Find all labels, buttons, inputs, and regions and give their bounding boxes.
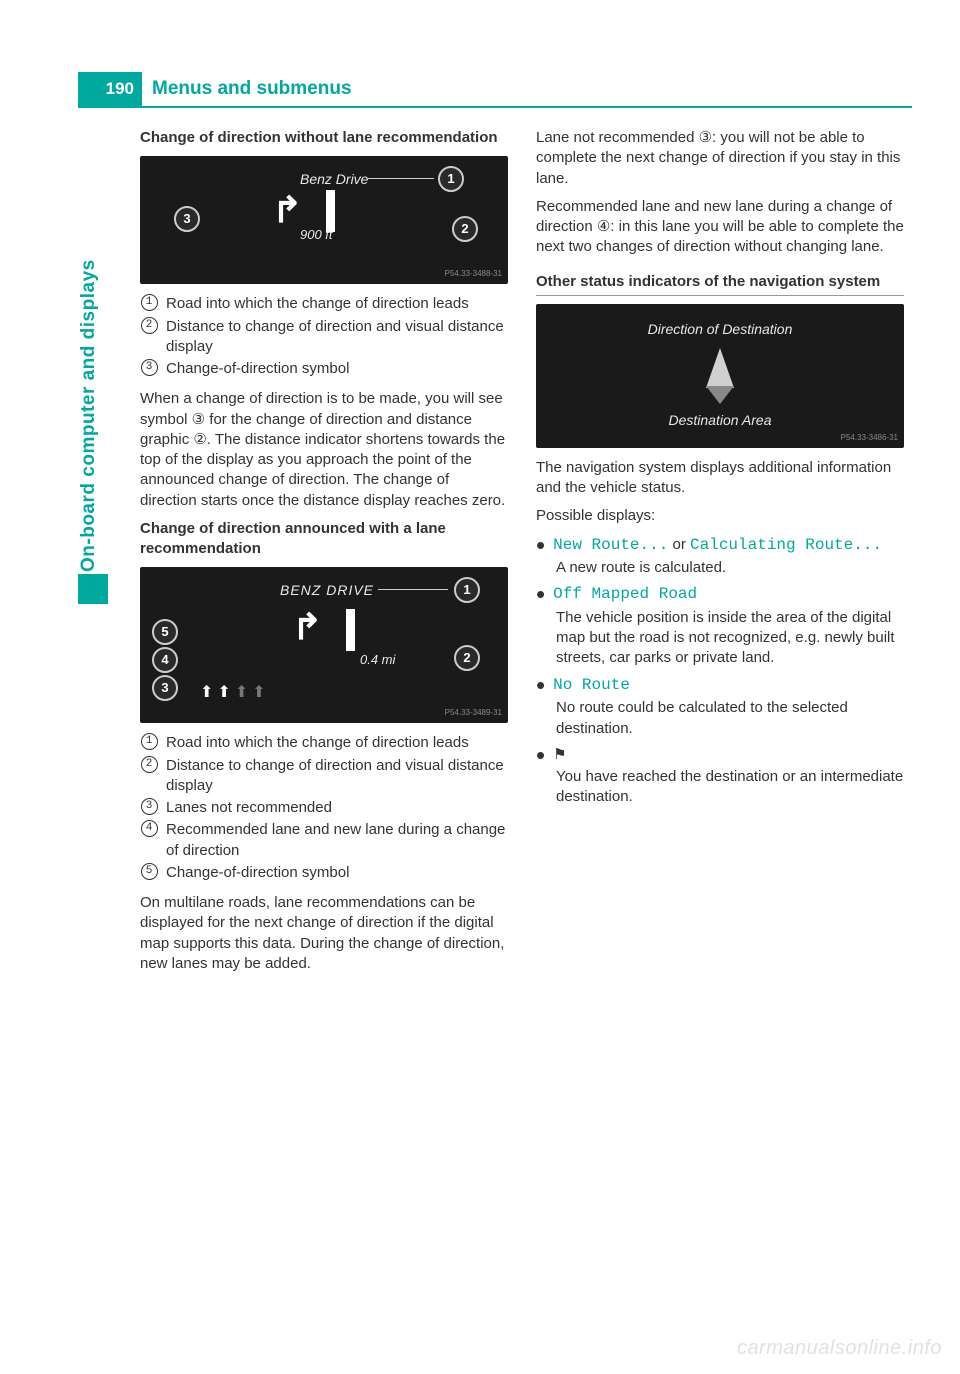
compass-needle-icon <box>706 348 734 388</box>
bullet-sub: The vehicle position is inside the area … <box>556 608 904 669</box>
legend-item: 5 Change-of-direction symbol <box>140 863 508 883</box>
fig1-leader-1 <box>368 178 434 179</box>
side-tab-block <box>78 574 108 604</box>
fig2-callout-2: 2 <box>454 645 480 671</box>
bullet-sub: No route could be calculated to the sele… <box>556 698 904 739</box>
fig2-callout-4: 4 <box>152 647 178 673</box>
legend-item: 2 Distance to change of direction and vis… <box>140 317 508 358</box>
fig2-callout-1: 1 <box>454 577 480 603</box>
flag-icon: ⚑ <box>553 746 566 763</box>
legend-num: 1 <box>141 294 158 311</box>
legend-num: 3 <box>141 798 158 815</box>
display-code: New Route... <box>553 536 668 554</box>
side-tab-label: On-board computer and displays <box>78 202 100 572</box>
figure-nav-status: Direction of Destination Destination Are… <box>536 304 904 448</box>
legend-item: 2 Distance to change of direction and vis… <box>140 756 508 797</box>
legend-text: Change-of-direction symbol <box>166 863 349 883</box>
legend-text: Distance to change of direction and visu… <box>166 317 508 358</box>
bullet-item: • ⚑ <box>536 745 904 765</box>
left-column: Change of direction without lane recomme… <box>140 128 508 982</box>
bullet-dot-icon: • <box>536 746 545 765</box>
display-code-2: Calculating Route... <box>690 536 882 554</box>
fig1-road-label: Benz Drive <box>300 170 368 189</box>
legend-item: 4 Recommended lane and new lane during a … <box>140 820 508 861</box>
legend-num: 2 <box>141 317 158 334</box>
display-mid: or <box>668 536 690 553</box>
subhead-other-status: Other status indicators of the navigatio… <box>536 272 904 296</box>
legend-num: 3 <box>141 359 158 376</box>
page-header: 190 Menus and submenus <box>0 72 960 106</box>
display-code: Off Mapped Road <box>553 585 697 603</box>
legend-item: 1 Road into which the change of direction… <box>140 733 508 753</box>
bullet-dot-icon: • <box>536 536 545 557</box>
legend-text: Change-of-direction symbol <box>166 359 349 379</box>
right-column: Lane not recommended ③: you will not be … <box>536 128 904 982</box>
display-code: No Route <box>553 676 630 694</box>
bullet-item: • No Route <box>536 675 904 697</box>
legend-item: 3 Lanes not recommended <box>140 798 508 818</box>
figure-direction-with-lane: BENZ DRIVE 1 2 3 4 5 ↱ 0.4 mi ⬆⬆ ⬆⬆ P54.… <box>140 567 508 723</box>
bullet-sub: A new route is calculated. <box>556 558 904 578</box>
fig1-legend: 1 Road into which the change of direction… <box>140 294 508 379</box>
header-title: Menus and submenus <box>142 72 960 106</box>
content-columns: Change of direction without lane recomme… <box>0 108 960 982</box>
bullet-dot-icon: • <box>536 585 545 606</box>
para-possible-displays: Possible displays: <box>536 506 904 526</box>
legend-text: Lanes not recommended <box>166 798 332 818</box>
page-number: 190 <box>78 72 142 106</box>
fig1-callout-3: 3 <box>174 206 200 232</box>
fig2-distance: 0.4 mi <box>360 651 395 669</box>
fig2-callout-5: 5 <box>152 619 178 645</box>
fig2-bar-icon <box>346 609 355 651</box>
watermark: carmanualsonline.info <box>737 1337 942 1360</box>
fig3-corner-id: P54.33-3486-31 <box>841 433 898 444</box>
legend-item: 1 Road into which the change of direction… <box>140 294 508 314</box>
fig1-callout-1: 1 <box>438 166 464 192</box>
subhead-change-no-lane: Change of direction without lane recomme… <box>140 128 508 148</box>
legend-text: Distance to change of direction and visu… <box>166 756 508 797</box>
side-tab: On-board computer and displays <box>78 202 108 597</box>
para-recommended-lane: Recommended lane and new lane during a c… <box>536 197 904 258</box>
legend-item: 3 Change-of-direction symbol <box>140 359 508 379</box>
fig3-top-label: Direction of Destination <box>536 320 904 339</box>
fig2-lane-icons: ⬆⬆ ⬆⬆ <box>200 682 266 704</box>
fig1-corner-id: P54.33-3488-31 <box>445 269 502 280</box>
fig2-callout-3: 3 <box>152 675 178 701</box>
fig2-arrow-icon: ↱ <box>292 603 322 652</box>
legend-text: Recommended lane and new lane during a c… <box>166 820 508 861</box>
fig2-corner-id: P54.33-3489-31 <box>445 708 502 719</box>
bullet-item: • Off Mapped Road <box>536 584 904 606</box>
compass-needle-bottom-icon <box>706 386 734 404</box>
legend-num: 2 <box>141 756 158 773</box>
legend-num: 1 <box>141 733 158 750</box>
fig2-legend: 1 Road into which the change of direction… <box>140 733 508 883</box>
para-multilane: On multilane roads, lane recommendations… <box>140 893 508 974</box>
legend-num: 5 <box>141 863 158 880</box>
para-nav-info: The navigation system displays additiona… <box>536 458 904 499</box>
subhead-change-with-lane: Change of direction announced with a lan… <box>140 519 508 560</box>
legend-text: Road into which the change of direction … <box>166 733 469 753</box>
fig1-distance: 900 ft <box>300 226 333 244</box>
para-lane-not-recommended: Lane not recommended ③: you will not be … <box>536 128 904 189</box>
fig3-bottom-label: Destination Area <box>536 411 904 430</box>
fig2-leader-1 <box>378 589 448 590</box>
figure-direction-no-lane: Benz Drive 1 2 3 ↱ 900 ft P54.33-3488-31 <box>140 156 508 284</box>
bullet-item: • New Route... or Calculating Route... <box>536 535 904 557</box>
fig1-callout-2: 2 <box>452 216 478 242</box>
fig2-road-label: BENZ DRIVE <box>280 581 374 600</box>
bullet-dot-icon: • <box>536 676 545 697</box>
legend-text: Road into which the change of direction … <box>166 294 469 314</box>
para-change-description: When a change of direction is to be made… <box>140 389 508 511</box>
legend-num: 4 <box>141 820 158 837</box>
bullet-sub: You have reached the destination or an i… <box>556 767 904 808</box>
fig1-arrow-icon: ↱ <box>272 186 302 235</box>
